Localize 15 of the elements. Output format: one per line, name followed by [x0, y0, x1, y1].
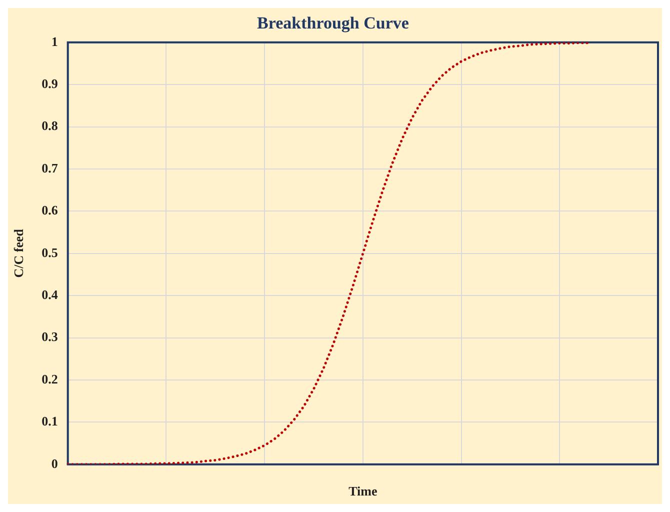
y-tick-label: 0 — [51, 456, 58, 471]
line-series — [66, 42, 590, 464]
y-axis-title: C/C feed — [11, 228, 26, 278]
y-tick-label: 0.5 — [42, 244, 58, 260]
x-axis-title: Time — [348, 484, 378, 499]
y-tick-label: 0.4 — [42, 286, 58, 302]
y-tick-label: 1 — [51, 34, 58, 49]
y-tick-label: 0.8 — [42, 118, 58, 134]
y-tick-label: 0.9 — [42, 76, 58, 91]
y-tick-label: 0.2 — [42, 371, 58, 386]
y-tick-label: 0.6 — [42, 202, 58, 218]
y-tick-label: 0.1 — [42, 414, 58, 429]
chart-title: Breakthrough Curve — [257, 14, 410, 33]
y-tick-label: 0.3 — [42, 329, 58, 344]
y-tick-label: 0.7 — [42, 160, 58, 176]
